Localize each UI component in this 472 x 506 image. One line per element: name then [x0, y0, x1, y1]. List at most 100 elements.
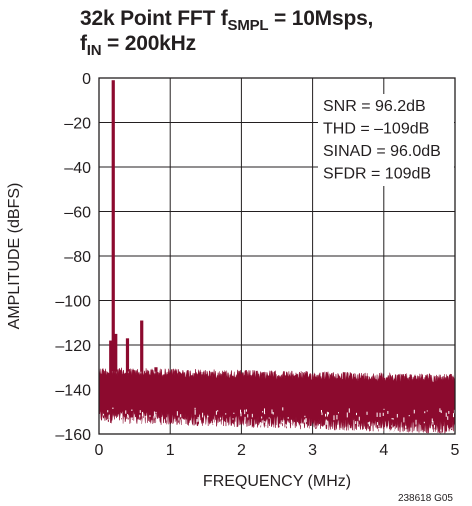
noise-floor-gap — [367, 422, 369, 425]
noise-floor-gap — [426, 410, 428, 412]
noise-floor-gap — [308, 425, 310, 429]
noise-floor-gap — [150, 424, 152, 427]
noise-floor-gap — [279, 423, 281, 427]
noise-floor-gap — [391, 418, 393, 420]
noise-floor-gap — [408, 415, 410, 417]
annotation-text: SFDR = 109dB — [323, 166, 431, 183]
noise-floor-gap — [130, 417, 132, 422]
noise-floor-gap — [424, 411, 426, 414]
noise-floor-gap — [320, 409, 322, 413]
y-tick-label: –80 — [64, 249, 91, 266]
y-axis-label: AMPLITUDE (dBFS) — [6, 183, 23, 330]
noise-floor-gap — [413, 409, 415, 414]
title-line2-main: f — [80, 32, 87, 55]
noise-floor-gap — [396, 413, 398, 418]
noise-floor-gap — [440, 429, 442, 432]
spectrum-spike — [114, 333, 118, 372]
noise-floor-gap — [326, 411, 328, 417]
noise-floor-gap — [194, 410, 196, 415]
noise-floor-gap — [245, 409, 247, 412]
noise-floor-gap — [382, 412, 384, 416]
noise-floor-gap — [282, 407, 284, 411]
annotation-text: THD = –109dB — [323, 121, 429, 138]
noise-floor-gap — [383, 408, 385, 410]
noise-floor-gap — [125, 410, 127, 414]
noise-floor-gap — [127, 415, 129, 418]
noise-floor-gap — [405, 425, 407, 428]
x-tick-labels: 0 1 2 3 4 5 — [95, 442, 460, 459]
x-tick-label: 4 — [379, 442, 388, 459]
noise-floor-gap — [107, 410, 109, 413]
noise-floor-gap — [123, 419, 125, 424]
noise-floor-gap — [392, 427, 394, 432]
noise-floor-gap — [144, 416, 146, 418]
noise-floor-gap — [313, 427, 315, 431]
noise-floor-gap — [181, 418, 183, 421]
x-tick-label: 2 — [237, 442, 246, 459]
noise-floor-gap — [305, 418, 307, 423]
noise-floor-gap — [202, 412, 204, 418]
noise-floor-gap — [423, 421, 425, 424]
noise-floor-gap — [382, 428, 384, 434]
annotations: SNR = 96.2dB THD = –109dB SINAD = 96.0dB SF… — [323, 98, 441, 183]
noise-floor-gap — [233, 412, 235, 414]
noise-floor-gap — [433, 424, 435, 428]
y-tick-label: –100 — [55, 294, 91, 311]
title-line1-rest: = 10Msps, — [268, 7, 374, 30]
noise-floor-gap — [379, 412, 381, 417]
y-tick-label: –40 — [64, 160, 91, 177]
noise-floor-gap — [281, 420, 283, 424]
noise-floor-gap — [121, 413, 122, 419]
y-tick-label: –160 — [55, 427, 91, 444]
noise-floor-area — [98, 367, 456, 434]
noise-floor-gap — [247, 414, 249, 418]
noise-floor-gap — [251, 413, 253, 418]
noise-floor-gap — [357, 421, 359, 425]
noise-floor-gap — [153, 411, 155, 417]
noise-floor-gap — [142, 424, 144, 427]
noise-floor-gap — [156, 418, 158, 423]
spectrum-spike — [140, 320, 144, 372]
noise-floor-gap — [440, 410, 442, 414]
noise-floor-gap — [244, 409, 246, 415]
noise-floor-gap — [153, 428, 155, 433]
noise-floor-gap — [439, 408, 441, 413]
noise-floor-gap — [304, 415, 306, 418]
noise-floor-gap — [451, 427, 453, 429]
noise-floor-gap — [212, 425, 214, 430]
noise-floor-gap — [166, 417, 168, 421]
noise-floor-gap — [265, 421, 267, 426]
noise-floor-gap — [325, 419, 327, 423]
title-line-2: fIN = 200kHz — [80, 31, 373, 58]
figure-id: 238618 G05 — [398, 493, 453, 504]
noise-floor-gap — [125, 419, 127, 423]
noise-floor-gap — [103, 413, 105, 416]
noise-floor-gap — [448, 410, 450, 414]
noise-floor-gap — [174, 422, 176, 425]
noise-floor-gap — [377, 428, 379, 430]
noise-floor-gap — [224, 422, 226, 428]
noise-floor-gap — [186, 427, 188, 431]
noise-floor-gap — [263, 421, 265, 423]
noise-floor-gap — [355, 412, 357, 416]
noise-floor-gap — [131, 417, 133, 420]
noise-floor-gap — [207, 415, 209, 418]
noise-floor-gap — [391, 425, 393, 427]
noise-floor-gap — [272, 412, 274, 415]
noise-floor-gap — [217, 410, 219, 412]
noise-floor-gap — [259, 422, 261, 426]
noise-floor-gap — [336, 414, 338, 420]
title-line-1: 32k Point FFT fSMPL = 10Msps, — [80, 6, 374, 33]
noise-floor-gap — [432, 420, 434, 425]
noise-floor-gap — [327, 420, 329, 426]
noise-floor-gap — [108, 414, 110, 419]
noise-floor-gap — [355, 421, 357, 425]
noise-floor-gap — [262, 411, 264, 413]
noise-floor-gap — [369, 421, 371, 427]
spectrum-trace — [98, 80, 456, 434]
noise-floor-gap — [333, 415, 335, 421]
x-tick-label: 3 — [308, 442, 317, 459]
noise-floor-gap — [194, 407, 196, 410]
y-tick-label: –20 — [64, 116, 91, 133]
noise-floor-gap — [376, 422, 378, 426]
